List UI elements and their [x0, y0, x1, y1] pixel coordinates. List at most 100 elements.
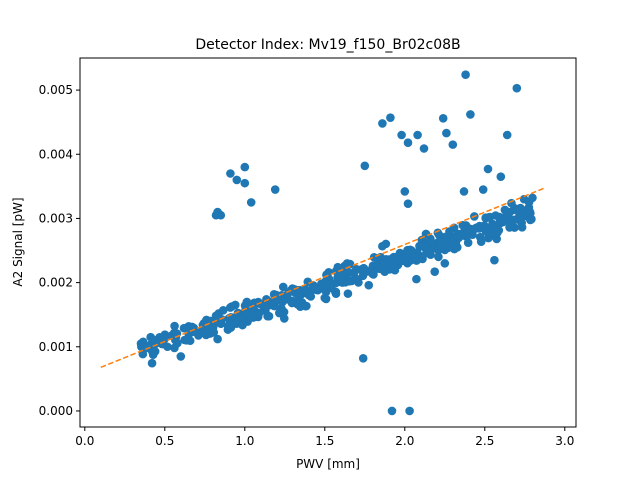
data-point: [389, 252, 399, 262]
data-point: [324, 267, 334, 277]
data-point: [278, 282, 288, 292]
outlier-point: [419, 144, 429, 153]
data-point: [159, 334, 169, 344]
data-point: [379, 260, 389, 270]
outlier-point: [397, 130, 406, 140]
data-point: [484, 233, 493, 243]
data-point: [342, 267, 352, 276]
outlier-point: [360, 161, 370, 171]
x-axis-label: PWV [mm]: [296, 457, 360, 471]
outlier-point: [176, 352, 186, 361]
data-point: [345, 276, 355, 286]
data-point: [302, 286, 311, 296]
outlier-point: [213, 334, 222, 344]
data-point: [462, 225, 471, 234]
outlier-point: [459, 187, 469, 196]
outlier-point: [403, 199, 413, 208]
data-point: [404, 248, 414, 258]
data-point: [301, 301, 310, 311]
data-point: [525, 215, 535, 225]
outlier-point: [387, 406, 397, 416]
data-point: [378, 241, 387, 251]
outlier-point: [512, 83, 522, 93]
y-tick-label: 0.000: [39, 404, 73, 418]
data-point: [242, 297, 252, 307]
data-point: [442, 234, 452, 243]
data-point: [505, 223, 514, 232]
outlier-point: [442, 128, 451, 138]
data-point: [182, 336, 191, 345]
outlier-point: [403, 138, 413, 148]
data-point: [265, 300, 275, 310]
outlier-point: [490, 255, 499, 265]
data-point: [343, 289, 353, 298]
outlier-point: [246, 198, 256, 207]
data-point: [179, 323, 189, 333]
outlier-point: [461, 70, 470, 79]
data-point: [492, 228, 502, 238]
outlier-point: [400, 187, 410, 196]
y-tick-label: 0.002: [39, 276, 73, 290]
data-point: [486, 223, 496, 232]
data-point: [369, 253, 379, 262]
outlier-point: [496, 172, 506, 182]
data-point: [218, 306, 228, 315]
data-point: [264, 311, 274, 321]
plot-frame: [79, 57, 577, 428]
outlier-point: [226, 169, 235, 178]
y-tick-label: 0.004: [39, 147, 73, 161]
data-point: [173, 338, 182, 348]
outlier-point: [440, 259, 450, 268]
data-point: [310, 284, 320, 293]
data-point: [321, 294, 331, 304]
data-point: [248, 303, 258, 313]
data-point: [463, 238, 473, 247]
x-tick-label: 2.0: [395, 434, 414, 448]
points-layer: [136, 70, 537, 416]
data-point: [327, 283, 336, 293]
data-point: [509, 215, 519, 225]
data-point: [364, 280, 374, 290]
data-point: [412, 274, 421, 284]
data-point: [525, 207, 535, 217]
y-tick-label: 0.005: [39, 83, 73, 97]
outlier-point: [466, 110, 475, 119]
outlier-point: [502, 130, 512, 140]
x-tick-label: 0.5: [155, 434, 174, 448]
outlier-point: [270, 185, 280, 194]
data-point: [406, 255, 416, 265]
data-point: [496, 216, 506, 226]
data-point: [434, 252, 443, 262]
chart-title: Detector Index: Mv19_f150_Br02c08B: [195, 37, 460, 53]
outlier-point: [405, 406, 414, 416]
data-point: [516, 204, 526, 214]
data-point: [209, 328, 219, 337]
y-axis-label: A2 Signal [pW]: [11, 197, 25, 286]
data-point: [507, 198, 516, 208]
x-tick-label: 0.0: [75, 434, 94, 448]
outlier-point: [358, 354, 368, 363]
data-point: [201, 323, 211, 333]
data-point: [426, 236, 435, 246]
data-point: [163, 342, 172, 352]
data-point: [483, 213, 493, 222]
outlier-point: [448, 140, 458, 149]
outlier-point: [213, 207, 222, 217]
data-point: [147, 358, 157, 368]
outlier-point: [478, 185, 488, 194]
y-axis-ticks: 0.000 0.001 0.002 0.003 0.004 0.005: [39, 83, 80, 418]
y-tick-label: 0.003: [39, 211, 73, 225]
data-point: [287, 298, 297, 308]
outlier-point: [386, 113, 395, 122]
data-point: [217, 315, 227, 324]
data-point: [441, 240, 450, 250]
data-point: [528, 193, 537, 203]
data-point: [476, 237, 486, 246]
outlier-point: [378, 119, 387, 128]
x-tick-label: 1.0: [235, 434, 254, 448]
y-tick-label: 0.001: [39, 340, 73, 354]
data-point: [423, 244, 432, 253]
x-tick-label: 3.0: [555, 434, 574, 448]
